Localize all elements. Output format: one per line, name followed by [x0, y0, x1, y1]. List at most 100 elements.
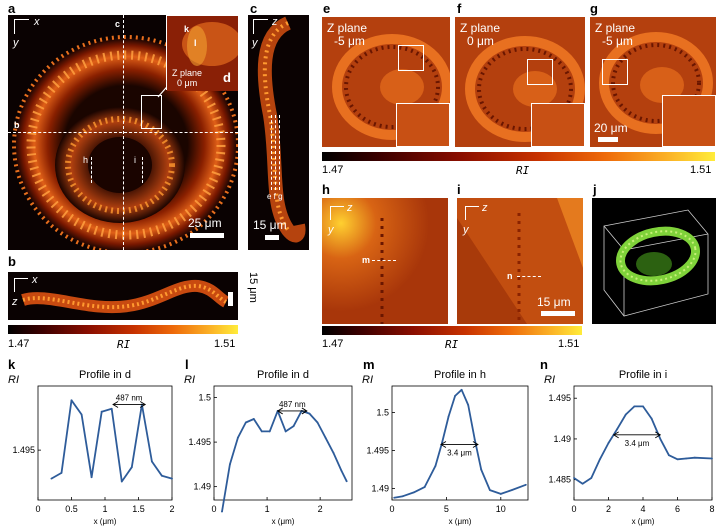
chart-m-data-point [447, 415, 450, 418]
chart-n-ytick-label: 1.49 [553, 434, 571, 444]
chart-m-annotation-arrowhead-left [440, 441, 447, 448]
chart-l-data-point [252, 418, 255, 420]
zy-axis-arrow-icon [253, 19, 268, 34]
panel-g-image: Z plane -5 μm 20 μm [590, 17, 716, 147]
chart-k-xtick-label: 1.5 [132, 504, 145, 514]
inset-zplane-value: 0 μm [177, 78, 198, 88]
chart-n-plot-area [573, 385, 713, 501]
panel-label-k: k [8, 357, 16, 372]
panel-f-zoom-inset [531, 103, 585, 147]
chart-l-data-point [316, 421, 319, 424]
chart-n-xlabel: x (μm) [632, 517, 655, 526]
panel-label-e: e [323, 1, 331, 16]
chart-m-xtick-label: 10 [496, 504, 506, 514]
axis-y-label-c: y [252, 37, 258, 49]
panel-c-image: z y e f g 15 μm [248, 15, 309, 250]
colorbar-left-max: 1.51 [214, 338, 236, 350]
chart-m-data-point [473, 438, 476, 441]
panel-f-zplane: Z plane [460, 21, 501, 35]
chart-m-data-point [489, 489, 491, 492]
chart-l-annotation-arrowhead-left [276, 407, 283, 415]
chart-k-plot-area [37, 385, 173, 501]
chart-n-data-point [590, 477, 593, 479]
chart-k-ylabel: RI [8, 374, 19, 386]
scalebar-a-label: 25 μm [188, 216, 222, 230]
panel-g-zvalue: -5 μm [602, 34, 633, 48]
chart-l-xtick-label: 0 [211, 504, 216, 514]
chart-m-data-point [499, 493, 502, 495]
profile-chart-k: Profile in d RI x (μm) 0 0.5 1 1.5 2 1.495 487 nm [8, 369, 175, 526]
chart-l-xlabel: x (μm) [272, 517, 295, 526]
chart-n-data-point [685, 457, 688, 460]
xy-axis-arrow-icon [14, 19, 29, 34]
chart-m-ytick-label: 1.495 [366, 446, 389, 456]
chart-k-xtick-label: 2 [169, 504, 174, 514]
xz-axis-arrow-icon [14, 278, 28, 292]
panel-label-g: g [590, 1, 598, 16]
chart-n-series-line [573, 405, 713, 485]
chart-m-title: Profile in h [434, 369, 486, 381]
chart-l-ytick-label: 1.495 [188, 437, 211, 447]
panel-f-image: Z plane 0 μm [455, 17, 585, 147]
panel-label-a: a [8, 1, 16, 16]
profile-n-label: n [507, 271, 513, 281]
chart-k-data-point [90, 476, 93, 479]
panel-e-image: Z plane -5 μm [322, 17, 450, 147]
panel-j-3d-render [603, 209, 709, 317]
chart-n-data-point [573, 477, 575, 479]
chart-n-xtick-label: 4 [640, 504, 645, 514]
profile-chart-l: Profile in d RI x (μm) 0 1 2 1.49 1.495 1.5 487 n… [184, 369, 353, 526]
colorbar-top-max: 1.51 [690, 164, 712, 176]
chart-l-data-point [332, 451, 335, 454]
colorbar-bottom-max: 1.51 [558, 338, 580, 350]
chart-m-annotation-arrowhead-right [472, 441, 479, 448]
chart-l-xtick-label: 1 [265, 504, 270, 514]
chart-m-data-point [480, 468, 483, 471]
profile-i-label: i [134, 155, 136, 165]
panel-label-l: l [185, 357, 189, 372]
chart-n-ylabel: RI [544, 374, 555, 386]
chart-m-data-point [524, 483, 527, 486]
chart-m-data-point [423, 486, 426, 488]
chart-m-series-line [394, 388, 527, 499]
chart-k-data-point [151, 460, 153, 463]
chart-k-xtick-label: 0.5 [65, 504, 78, 514]
panel-i-image: z y n 15 μm [457, 198, 583, 324]
chart-l-data-point [260, 430, 263, 433]
chart-n-ytick-label: 1.485 [548, 475, 571, 485]
axis-y-label: y [13, 37, 19, 49]
chart-k-annotation-label: 487 nm [116, 394, 143, 403]
chart-k-data-point [161, 474, 163, 477]
chart-k-title: Profile in d [79, 369, 131, 381]
chart-m-data-point [467, 404, 470, 406]
chart-l-data-point [236, 436, 239, 439]
zy-axis-arrow-icon-h [330, 206, 344, 220]
panel-label-b: b [8, 254, 16, 269]
chart-k-annotation-arrowhead-right [139, 401, 147, 408]
panel-label-c: c [250, 1, 258, 16]
chart-k-data-point [70, 399, 73, 402]
panel-h-graphic [322, 198, 448, 324]
chart-l-data-point [268, 430, 271, 433]
colorbar-bottom [322, 326, 582, 335]
chart-n-xtick-label: 8 [709, 504, 714, 514]
chart-m-xtick-label: 5 [444, 504, 449, 514]
chart-m-data-point [434, 464, 437, 467]
inset-d-source-box [141, 95, 162, 129]
scalebar-g [598, 137, 618, 142]
panel-g-zplane: Z plane [595, 21, 636, 35]
chart-n-data-point [650, 417, 653, 420]
chart-k-data-point [120, 480, 123, 483]
inset-letter-d: d [223, 70, 231, 85]
axis-z-label-b: z [12, 296, 18, 308]
axis-z-label-h: z [347, 202, 353, 214]
chart-m-data-point [454, 394, 457, 397]
chart-n-data-point [659, 438, 662, 440]
scalebar-b-label-wrap: 15 μm [247, 270, 261, 320]
chart-n-data-point [633, 405, 636, 408]
chart-m-data-point [412, 491, 415, 494]
colorbar-top-min: 1.47 [322, 164, 344, 176]
chart-m-xtick-label: 0 [389, 504, 394, 514]
chart-k-data-point [110, 407, 113, 410]
chart-k-xtick-label: 0 [35, 504, 40, 514]
